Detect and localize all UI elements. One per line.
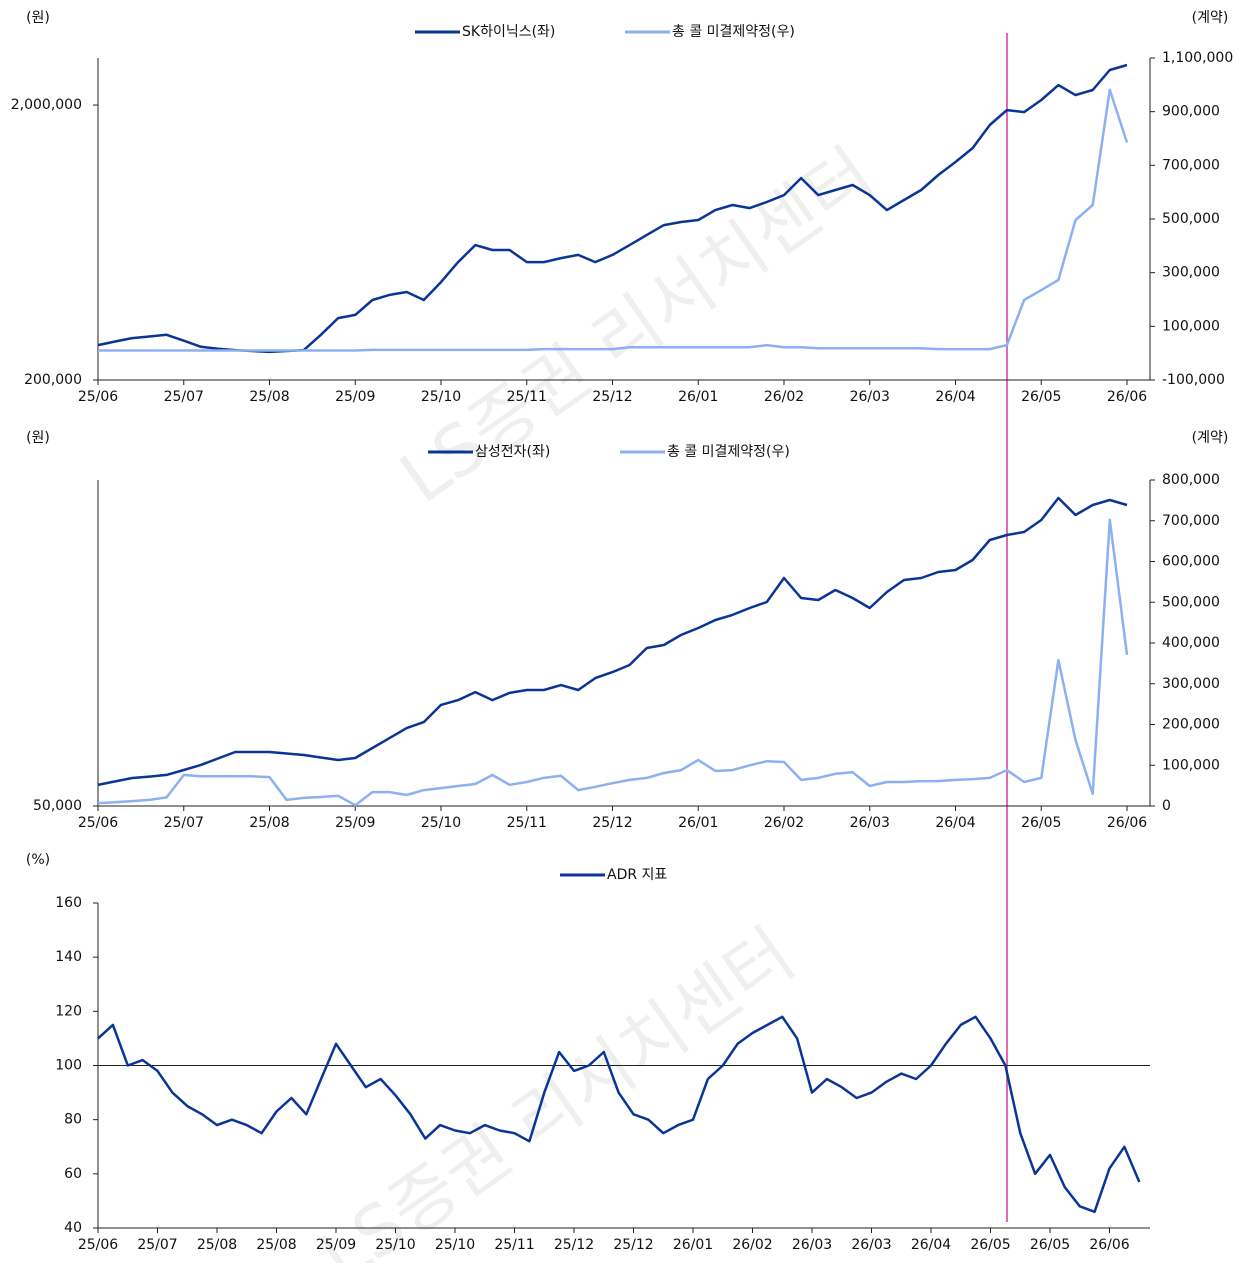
x-tick-label: 25/09 (316, 1237, 356, 1253)
series-line (97, 496, 1128, 787)
x-tick-label: 25/12 (592, 389, 632, 405)
x-tick-label: 26/04 (935, 389, 975, 405)
legend-label: 총 콜 미결제약정(우) (672, 24, 795, 40)
y2-tick-label: 200,000 (1162, 717, 1220, 733)
y-unit: (원) (26, 10, 50, 26)
legend-label: SK하이닉스(좌) (462, 24, 555, 40)
x-tick-label: 25/11 (494, 1237, 534, 1253)
watermark: LS증권 리서치센터 (306, 913, 809, 1263)
x-tick-label: 25/08 (197, 1237, 237, 1253)
x-tick-label: 26/02 (764, 815, 804, 831)
x-tick-label: 26/05 (970, 1237, 1010, 1253)
x-tick-label: 26/02 (732, 1237, 772, 1253)
legend-label: 총 콜 미결제약정(우) (667, 444, 790, 460)
y2-tick-label: 300,000 (1162, 265, 1220, 281)
x-tick-label: 25/10 (421, 389, 461, 405)
x-tick-label: 26/03 (850, 389, 890, 405)
x-tick-label: 26/01 (678, 815, 718, 831)
x-tick-label: 25/06 (78, 815, 118, 831)
y-tick-label: 80 (64, 1112, 82, 1128)
x-tick-label: 26/06 (1107, 815, 1147, 831)
x-tick-label: 26/02 (764, 389, 804, 405)
x-tick-label: 25/11 (507, 815, 547, 831)
y-unit: (원) (26, 430, 50, 446)
legend-label: 삼성전자(좌) (475, 444, 550, 460)
legend-label: ADR 지표 (607, 867, 667, 883)
x-tick-label: 25/10 (421, 815, 461, 831)
x-tick-label: 25/06 (78, 1237, 118, 1253)
y2-tick-label: 300,000 (1162, 676, 1220, 692)
x-tick-label: 26/06 (1107, 389, 1147, 405)
x-tick-label: 25/09 (335, 815, 375, 831)
x-tick-label: 26/01 (673, 1237, 713, 1253)
y2-tick-label: 800,000 (1162, 472, 1220, 488)
x-tick-label: 25/08 (249, 389, 289, 405)
y-tick-label: 140 (55, 949, 82, 965)
y2-tick-label: 100,000 (1162, 757, 1220, 773)
x-tick-label: 25/07 (164, 815, 204, 831)
x-tick-label: 25/10 (435, 1237, 475, 1253)
y2-tick-label: 900,000 (1162, 104, 1220, 120)
y-unit: (%) (26, 852, 50, 868)
y2-unit: (계약) (1192, 430, 1229, 446)
y2-tick-label: -100,000 (1162, 372, 1225, 388)
y2-unit: (계약) (1192, 10, 1229, 26)
x-tick-label: 25/07 (137, 1237, 177, 1253)
x-tick-label: 26/05 (1030, 1237, 1070, 1253)
x-tick-label: 25/12 (592, 815, 632, 831)
x-tick-label: 25/08 (256, 1237, 296, 1253)
y2-tick-label: 1,100,000 (1162, 50, 1233, 66)
y2-tick-label: 0 (1162, 798, 1171, 814)
y-tick-label: 50,000 (33, 798, 82, 814)
series-line (97, 63, 1128, 354)
x-tick-label: 25/09 (335, 389, 375, 405)
y2-tick-label: 600,000 (1162, 554, 1220, 570)
y2-tick-label: 700,000 (1162, 513, 1220, 529)
x-tick-label: 26/04 (935, 815, 975, 831)
x-tick-label: 25/08 (249, 815, 289, 831)
y-tick-label: 40 (64, 1220, 82, 1236)
y-tick-label: 200,000 (24, 372, 82, 388)
x-tick-label: 25/11 (507, 389, 547, 405)
y-tick-label: 60 (64, 1166, 82, 1182)
y-tick-label: 100 (55, 1058, 82, 1074)
y2-tick-label: 500,000 (1162, 594, 1220, 610)
x-tick-label: 26/03 (851, 1237, 891, 1253)
x-tick-label: 25/12 (554, 1237, 594, 1253)
x-tick-label: 26/03 (792, 1237, 832, 1253)
series-line (97, 1015, 1141, 1214)
y-tick-label: 2,000,000 (11, 97, 82, 113)
x-tick-label: 25/07 (164, 389, 204, 405)
x-tick-label: 25/06 (78, 389, 118, 405)
x-tick-label: 25/10 (375, 1237, 415, 1253)
x-tick-label: 26/05 (1021, 815, 1061, 831)
y2-tick-label: 100,000 (1162, 318, 1220, 334)
x-tick-label: 26/03 (850, 815, 890, 831)
y2-tick-label: 500,000 (1162, 211, 1220, 227)
y-tick-label: 120 (55, 1003, 82, 1019)
y2-tick-label: 400,000 (1162, 635, 1220, 651)
y-tick-label: 160 (55, 895, 82, 911)
series-line (97, 518, 1129, 807)
y2-tick-label: 700,000 (1162, 157, 1220, 173)
x-tick-label: 26/01 (678, 389, 718, 405)
x-tick-label: 26/05 (1021, 389, 1061, 405)
series-line (98, 88, 1129, 352)
x-tick-label: 26/04 (911, 1237, 951, 1253)
x-tick-label: 26/06 (1089, 1237, 1129, 1253)
x-tick-label: 25/12 (613, 1237, 653, 1253)
